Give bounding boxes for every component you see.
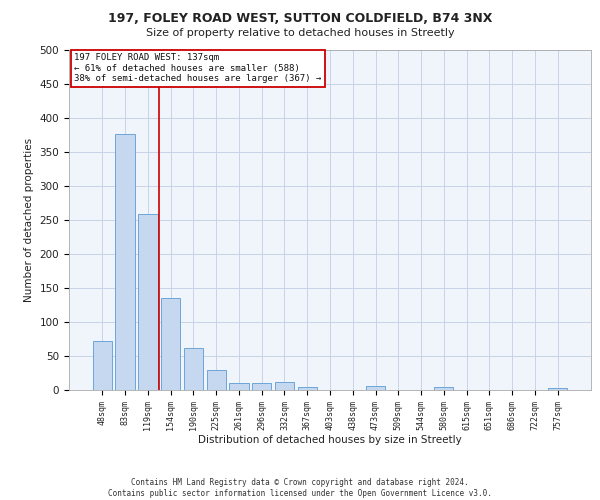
- Bar: [298, 386, 317, 390]
- Bar: [184, 348, 203, 390]
- X-axis label: Distribution of detached houses by size in Streetly: Distribution of detached houses by size …: [198, 436, 462, 446]
- Bar: [366, 386, 385, 390]
- Bar: [206, 370, 226, 390]
- Bar: [548, 388, 567, 390]
- Bar: [93, 341, 112, 390]
- Bar: [161, 298, 181, 390]
- Bar: [115, 134, 135, 390]
- Bar: [229, 383, 248, 390]
- Y-axis label: Number of detached properties: Number of detached properties: [24, 138, 34, 302]
- Bar: [252, 383, 271, 390]
- Text: Contains HM Land Registry data © Crown copyright and database right 2024.
Contai: Contains HM Land Registry data © Crown c…: [108, 478, 492, 498]
- Text: 197 FOLEY ROAD WEST: 137sqm
← 61% of detached houses are smaller (588)
38% of se: 197 FOLEY ROAD WEST: 137sqm ← 61% of det…: [74, 54, 322, 83]
- Text: 197, FOLEY ROAD WEST, SUTTON COLDFIELD, B74 3NX: 197, FOLEY ROAD WEST, SUTTON COLDFIELD, …: [108, 12, 492, 26]
- Bar: [138, 214, 158, 390]
- Bar: [275, 382, 294, 390]
- Text: Size of property relative to detached houses in Streetly: Size of property relative to detached ho…: [146, 28, 454, 38]
- Bar: [434, 388, 454, 390]
